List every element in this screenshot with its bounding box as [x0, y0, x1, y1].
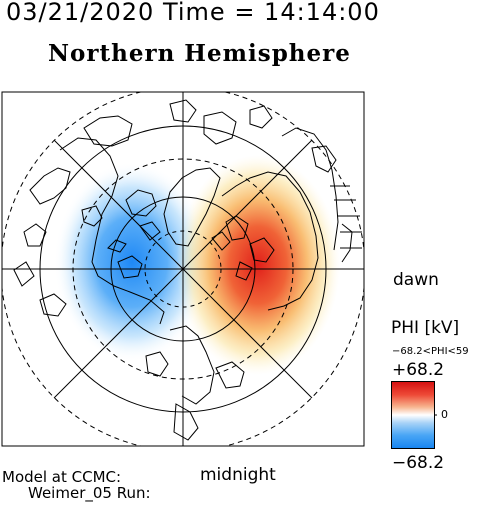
colorbar-range: −68.2<PHI<59	[392, 346, 469, 357]
coastlines	[13, 99, 353, 441]
timestamp-title: 03/21/2020 Time = 14:14:00	[6, 0, 380, 26]
colorbar-title: PHI [kV]	[391, 318, 460, 338]
edge-ticks	[330, 185, 362, 249]
colorbar-zero-label: 0	[441, 408, 448, 421]
negative-potential-cell	[54, 162, 210, 362]
longitude-grid	[2, 92, 364, 446]
dawn-label: dawn	[393, 270, 439, 290]
colorbar	[391, 381, 437, 449]
midnight-label: midnight	[200, 465, 276, 485]
polar-map	[1, 91, 365, 447]
model-label: Model at CCMC:	[2, 468, 122, 486]
colorbar-min-label: −68.2	[392, 453, 445, 473]
colorbar-max-label: +68.2	[392, 360, 445, 380]
run-label: Weimer_05 Run:	[28, 484, 151, 502]
colorbar-gradient	[391, 381, 435, 449]
hemisphere-title: Northern Hemisphere	[48, 40, 351, 67]
positive-potential-cell	[176, 155, 340, 375]
